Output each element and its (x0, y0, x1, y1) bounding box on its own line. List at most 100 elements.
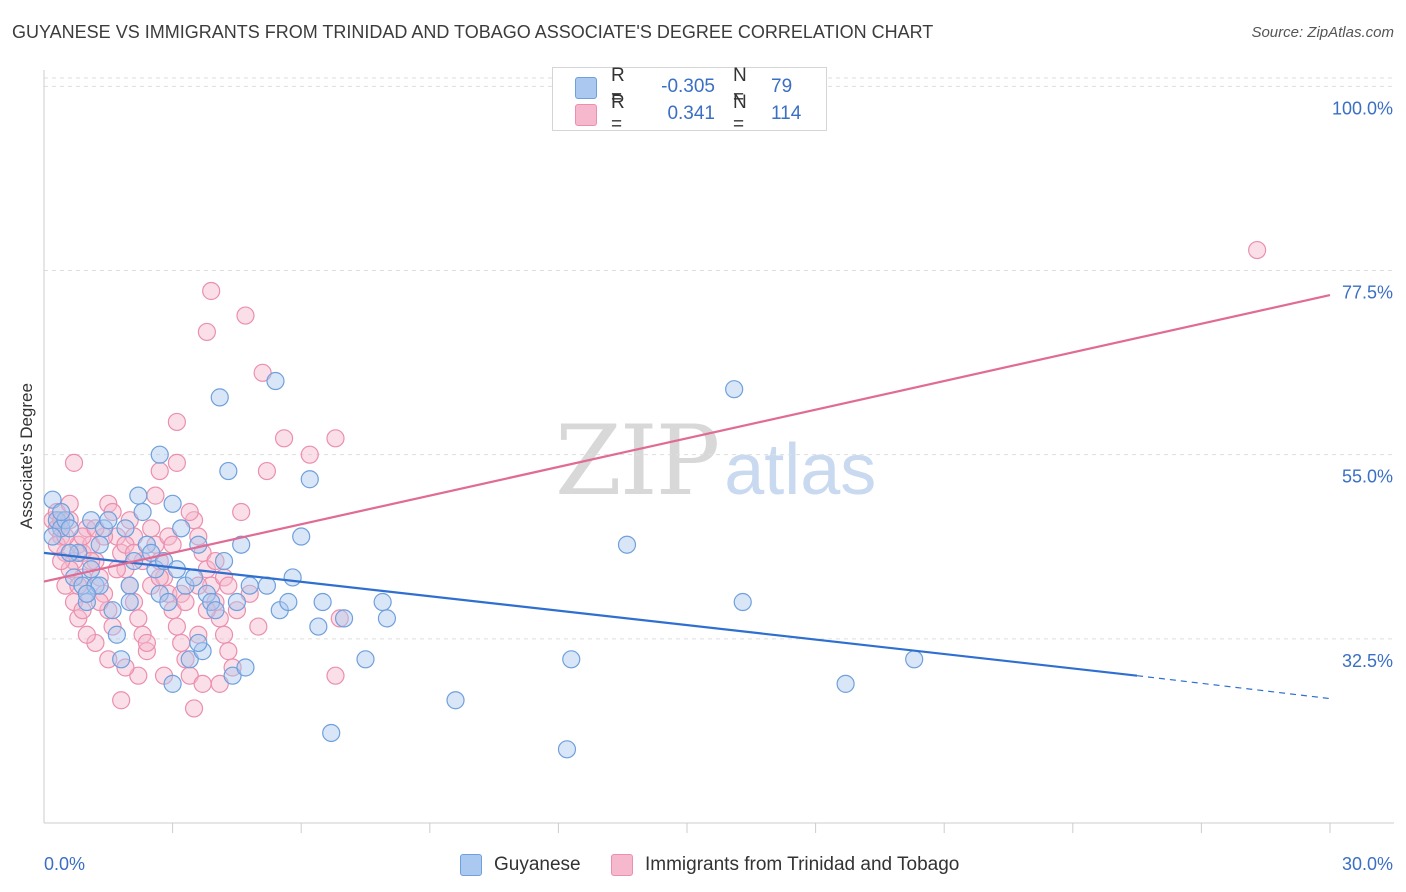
trinidad-tobago-point (137, 633, 156, 653)
guyanese-point (240, 576, 259, 595)
guyanese-point (150, 445, 169, 464)
guyanese-point (163, 494, 182, 513)
trinidad-tobago-point (116, 658, 135, 677)
guyanese-point (313, 592, 332, 612)
trinidad-tobago-point (99, 650, 118, 669)
guyanese-point (617, 535, 637, 554)
stats-n-label: N = (733, 92, 747, 135)
correlation-stats-box: R = -0.305 N = 79 R = 0.341 N = 114 (552, 65, 827, 135)
guyanese-point (232, 535, 251, 554)
gridlines (44, 77, 1394, 640)
guyanese-point (90, 576, 109, 595)
trinidad-tobago-point (232, 502, 251, 522)
trinidad-tobago-point (202, 281, 221, 301)
guyanese-point (227, 592, 246, 612)
guyanese-point (266, 371, 285, 391)
guyanese-point (283, 568, 302, 587)
stats-n-value: 79 (771, 76, 793, 97)
guyanese-point (77, 584, 96, 603)
trinidad-tobago-point (1248, 240, 1267, 260)
y-tick-label: 55.0% (1342, 467, 1393, 487)
guyanese-point (103, 601, 122, 620)
legend-item-trinidad-tobago[interactable]: Immigrants from Trinidad and Tobago (611, 851, 959, 879)
guyanese-point (180, 650, 199, 669)
guyanese-point (202, 592, 221, 612)
trinidad-tobago-point (210, 674, 229, 693)
trinidad-tobago-point (150, 461, 169, 481)
chart-legend: Guyanese Immigrants from Trinidad and To… (0, 851, 1406, 879)
trinidad-tobago-point (214, 625, 234, 644)
guyanese-point (219, 461, 238, 481)
guyanese-point (905, 650, 924, 669)
trinidad-tobago-point (236, 306, 255, 325)
legend-item-guyanese[interactable]: Guyanese (460, 851, 581, 879)
guyanese-point (446, 691, 465, 710)
y-tick-label: 100.0% (1332, 98, 1393, 118)
guyanese-point (373, 592, 392, 612)
legend-swatch-guyanese (460, 854, 482, 876)
tick-labels: 32.5% 55.0% 77.5% 100.0% 0.0% 30.0% Associate'… (17, 98, 1393, 874)
guyanese-point (189, 633, 208, 653)
guyanese-point (56, 511, 75, 530)
trinidad-tobago-point (77, 625, 96, 644)
guyanese-point (557, 740, 577, 759)
y-tick-label: 77.5% (1342, 283, 1393, 303)
trinidad-tobago-point (167, 617, 186, 636)
guyanese-point (159, 592, 178, 612)
guyanese-trend-line (43, 551, 1138, 677)
legend-label-trinidad-tobago: Immigrants from Trinidad and Tobago (645, 854, 960, 875)
trinidad-tobago-point (146, 486, 165, 505)
trinidad-tobago-point (64, 453, 84, 472)
trinidad-tobago-point (69, 609, 88, 628)
stats-swatch-trinidad-tobago (575, 104, 597, 126)
guyanese-points (43, 371, 924, 759)
trinidad-tobago-point (176, 592, 195, 612)
guyanese-point (99, 511, 118, 530)
trinidad-tobago-point (172, 633, 191, 653)
trend-lines (43, 294, 1331, 700)
guyanese-point (107, 625, 126, 644)
guyanese-point (309, 617, 328, 636)
stats-r-value: -0.305 (661, 76, 715, 97)
guyanese-point (334, 609, 354, 628)
guyanese-point (163, 674, 182, 693)
trinidad-tobago-point (257, 461, 277, 481)
trinidad-tobago-point (274, 429, 294, 448)
stats-r-label: R = (611, 65, 625, 108)
stats-r-label: R = (611, 92, 625, 135)
trinidad-tobago-point (180, 502, 199, 522)
stats-r-value: 0.341 (667, 103, 715, 124)
trinidad-tobago-point (184, 699, 204, 718)
trinidad-tobago-trend-line (43, 294, 1331, 583)
trinidad-tobago-point (167, 453, 186, 472)
legend-label-guyanese: Guyanese (494, 854, 581, 875)
guyanese-point (236, 658, 255, 677)
y-axis-label: Associate's Degree (17, 383, 36, 529)
trinidad-tobago-point (103, 502, 122, 522)
trinidad-tobago-point (249, 617, 268, 636)
stats-swatch-guyanese (575, 77, 597, 99)
guyanese-point (60, 543, 79, 563)
trinidad-tobago-point (180, 666, 199, 685)
trinidad-tobago-point (112, 691, 131, 710)
guyanese-point (43, 527, 62, 546)
legend-swatch-trinidad-tobago (611, 854, 633, 876)
trinidad-tobago-point (99, 494, 118, 513)
guyanese-point (223, 666, 242, 685)
guyanese-point (133, 502, 152, 522)
stats-n-label: N = (733, 65, 747, 108)
trinidad-tobago-point (197, 322, 216, 342)
stats-n-value: 114 (771, 103, 802, 124)
trinidad-tobago-point (219, 642, 238, 661)
guyanese-point (562, 650, 581, 669)
guyanese-point (129, 486, 148, 505)
guyanese-point (210, 388, 229, 407)
guyanese-point (206, 601, 225, 620)
guyanese-point (356, 650, 375, 669)
guyanese-point (279, 592, 298, 612)
axes (43, 70, 1394, 833)
trinidad-tobago-point (326, 429, 345, 448)
chart-source: Source: ZipAtlas.com (1251, 24, 1394, 41)
guyanese-point (300, 470, 319, 489)
